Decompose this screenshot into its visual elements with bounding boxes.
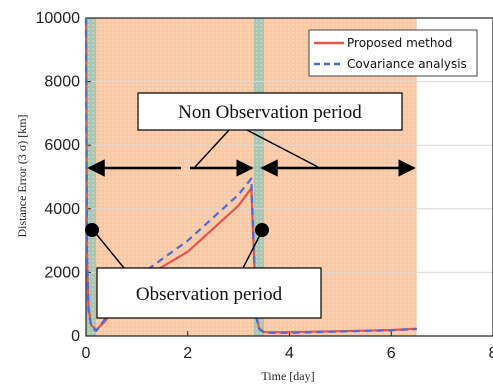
y-tick-label: 2000 <box>44 264 80 281</box>
axis-ticks: 0 2000 4000 6000 8000 10000 0 2 4 6 8 <box>36 10 493 362</box>
non-observation-annotation: Non Observation period <box>87 92 416 177</box>
x-tick-label: 4 <box>285 345 294 362</box>
x-tick-label: 2 <box>183 345 192 362</box>
observation-leader-left <box>92 229 125 269</box>
observation-marker-left <box>85 223 99 237</box>
y-axis-label: Distance Error (3 σ) [km] <box>15 114 29 237</box>
legend-label-covariance: Covariance analysis <box>347 57 467 71</box>
y-tick-label: 10000 <box>36 10 81 27</box>
shaded-band-texture-2 <box>253 18 265 336</box>
shaded-band-texture-1 <box>86 18 97 336</box>
legend: Proposed method Covariance analysis <box>308 29 478 77</box>
observation-marker-right <box>255 223 269 237</box>
observation-label: Observation period <box>136 284 283 305</box>
observation-annotation: Observation period <box>85 223 322 319</box>
y-tick-label: 8000 <box>44 74 80 91</box>
x-tick-label: 0 <box>82 345 91 362</box>
non-observation-label: Non Observation period <box>178 102 362 123</box>
legend-label-proposed: Proposed method <box>347 36 452 50</box>
non-observation-box <box>137 92 403 131</box>
legend-box <box>308 29 478 77</box>
x-axis-label: Time [day] <box>261 369 314 383</box>
y-tick-label: 4000 <box>44 201 80 218</box>
series-lines <box>84 17 417 334</box>
series-line-covariance <box>84 17 417 334</box>
x-tick-label: 6 <box>387 345 396 362</box>
non-observation-leader-right <box>244 128 319 168</box>
non-observation-leader-left <box>194 128 231 168</box>
y-tick-label: 6000 <box>44 137 80 154</box>
x-tick-label: 8 <box>489 345 493 362</box>
observation-leader-right <box>242 230 263 269</box>
y-tick-label: 0 <box>71 328 80 345</box>
observation-box <box>96 267 322 319</box>
